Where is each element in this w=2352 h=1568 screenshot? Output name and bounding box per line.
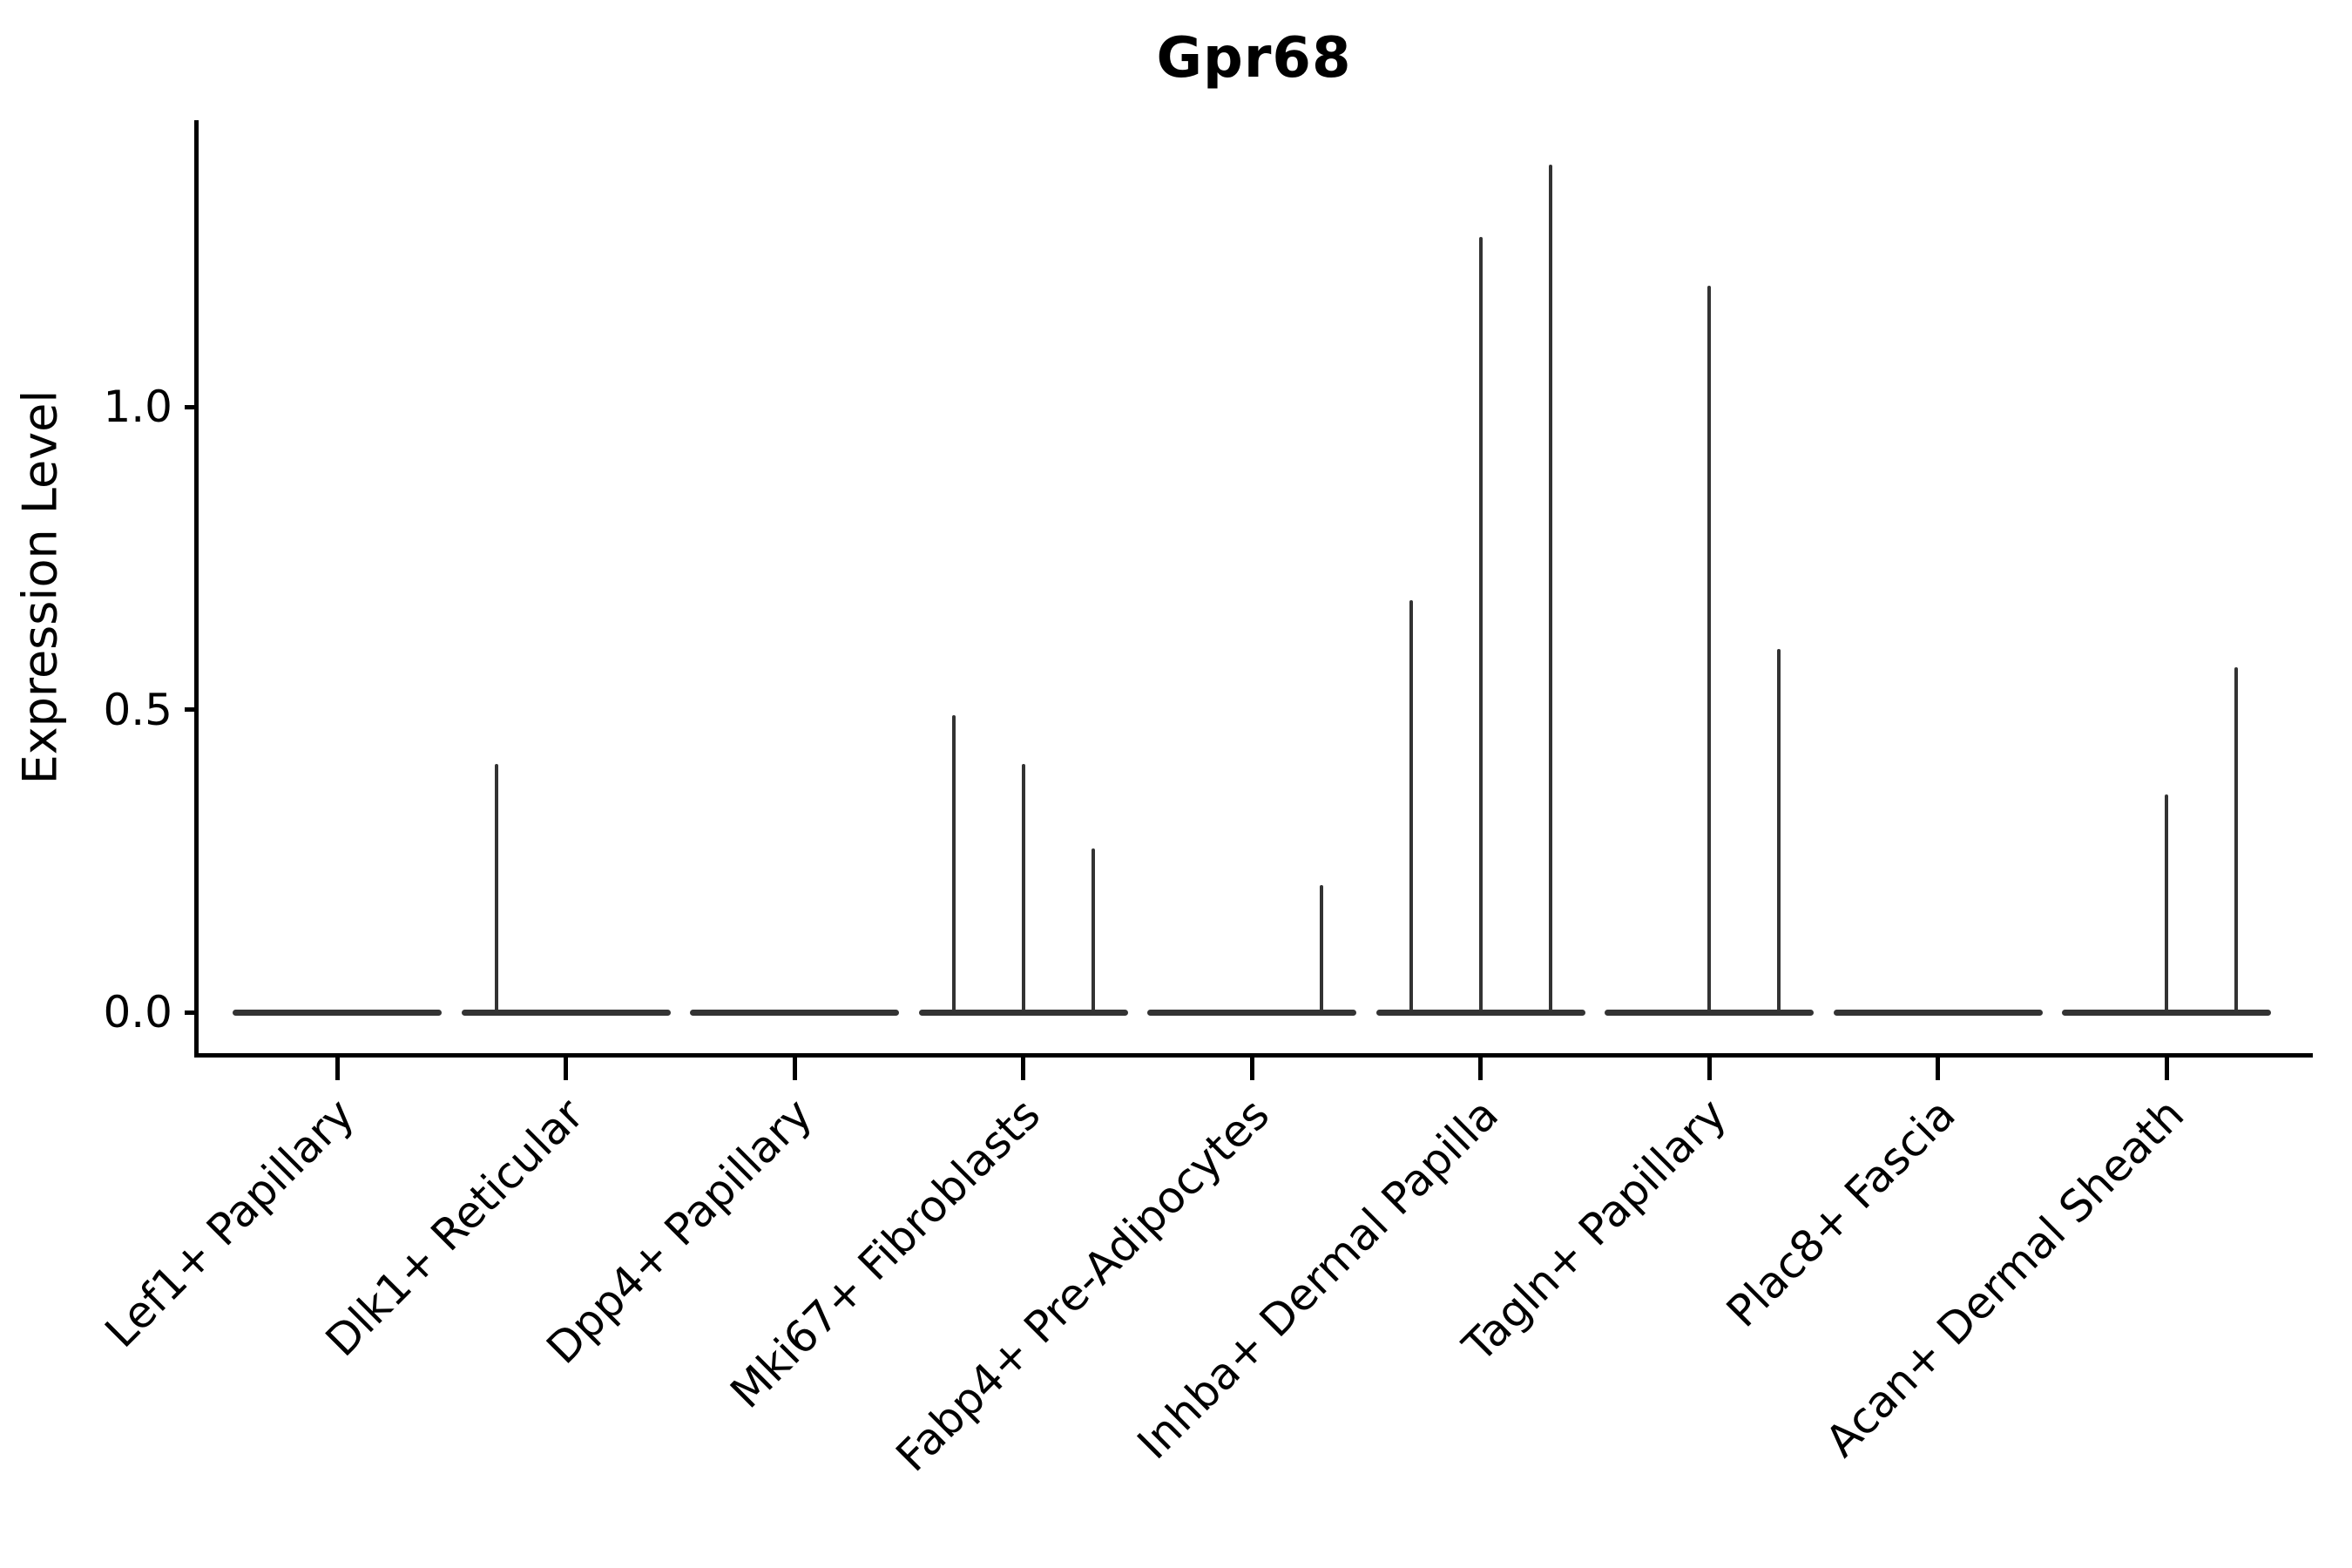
violin-spike xyxy=(1021,764,1025,1015)
violin-spike xyxy=(2165,794,2168,1015)
violin-spike xyxy=(1409,600,1413,1015)
x-tick-label: Lef1+ Papillary xyxy=(95,1089,365,1358)
chart-title: Gpr68 xyxy=(1156,26,1352,91)
x-tick xyxy=(1478,1054,1483,1080)
violin-baseline xyxy=(233,1010,442,1016)
y-axis-line xyxy=(194,120,199,1058)
violin-spike xyxy=(1707,286,1711,1015)
y-tick-label: 0.0 xyxy=(103,987,172,1037)
y-tick-label: 0.5 xyxy=(103,684,172,735)
x-tick xyxy=(792,1054,797,1080)
violin-spike xyxy=(1548,165,1552,1015)
violin-spike xyxy=(951,715,956,1015)
y-tick xyxy=(185,1010,197,1015)
x-tick-label: Plac8+ Fascia xyxy=(1716,1089,1965,1337)
violin-spike xyxy=(1478,237,1483,1015)
violin-baseline xyxy=(1147,1010,1356,1016)
violin-spike xyxy=(2234,666,2238,1015)
violin-baseline xyxy=(690,1010,899,1016)
violin-spike xyxy=(1091,848,1095,1015)
y-tick-label: 1.0 xyxy=(103,382,172,432)
violin-spike xyxy=(1320,885,1323,1015)
x-tick xyxy=(335,1054,340,1080)
violin-spike xyxy=(1777,649,1781,1015)
y-tick xyxy=(185,404,197,409)
x-tick xyxy=(2164,1054,2169,1080)
x-tick xyxy=(564,1054,568,1080)
x-tick-label: Fabp4+ Pre-Adipocytes xyxy=(886,1089,1280,1482)
x-tick xyxy=(1249,1054,1254,1080)
violin-baseline xyxy=(461,1010,671,1016)
x-tick xyxy=(1707,1054,1712,1080)
x-tick xyxy=(1936,1054,1940,1080)
x-tick xyxy=(1021,1054,1025,1080)
violin-spike xyxy=(494,764,498,1015)
y-tick xyxy=(185,707,197,712)
violin-baseline xyxy=(1833,1010,2043,1016)
